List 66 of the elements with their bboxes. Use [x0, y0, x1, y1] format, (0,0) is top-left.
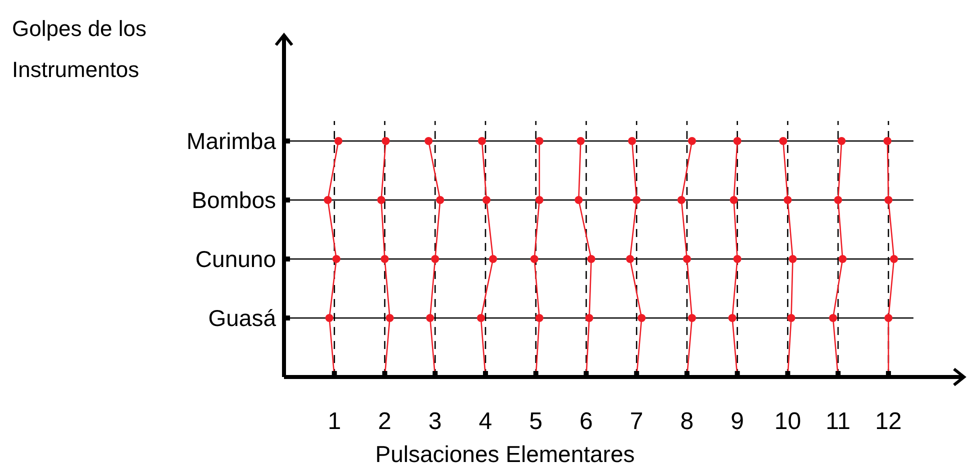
- x-axis-title: Pulsaciones Elementares: [375, 441, 635, 467]
- point: [431, 255, 440, 263]
- y-axis-title: Golpes de los Instrumentos: [12, 16, 147, 82]
- point: [585, 314, 594, 322]
- point: [884, 314, 892, 322]
- point: [386, 314, 394, 322]
- x-tick-label: 4: [478, 408, 492, 435]
- point: [733, 137, 742, 145]
- x-tick-label: 9: [730, 408, 744, 435]
- point: [632, 196, 641, 204]
- point: [535, 196, 544, 204]
- x-tick-label: 2: [378, 408, 392, 435]
- point: [829, 314, 838, 322]
- point: [476, 314, 485, 322]
- point: [489, 255, 498, 263]
- point: [682, 255, 691, 263]
- point: [530, 255, 538, 263]
- y-tick-label: Cununo: [195, 246, 276, 272]
- point: [332, 255, 340, 263]
- point: [838, 255, 847, 263]
- point: [834, 196, 842, 204]
- x-tick-label: 6: [580, 408, 593, 435]
- point: [436, 196, 444, 204]
- point: [426, 314, 434, 322]
- point: [382, 137, 390, 145]
- point: [677, 196, 686, 204]
- point: [638, 314, 646, 322]
- x-tick-label: 1: [328, 408, 342, 435]
- point: [482, 196, 490, 204]
- point: [890, 255, 898, 263]
- x-tick-label: 11: [826, 408, 851, 435]
- point: [324, 196, 332, 204]
- point: [883, 137, 892, 145]
- point: [535, 137, 544, 145]
- point: [424, 137, 433, 145]
- point: [733, 255, 742, 263]
- point: [626, 255, 634, 263]
- y-tick-label: Marimba: [186, 128, 276, 154]
- point: [334, 137, 342, 145]
- point: [377, 196, 386, 204]
- point: [779, 137, 788, 145]
- y-tick-label: Bombos: [192, 187, 276, 213]
- point: [688, 314, 696, 322]
- point: [576, 137, 585, 145]
- point: [730, 196, 738, 204]
- x-tick-label: 7: [630, 408, 644, 435]
- point: [587, 255, 596, 263]
- x-tick-label: 5: [529, 408, 543, 435]
- point: [838, 137, 846, 145]
- y-tick-label: Guasá: [208, 305, 276, 331]
- point: [688, 137, 696, 145]
- point: [325, 314, 334, 322]
- point: [784, 196, 792, 204]
- point: [788, 255, 797, 263]
- point: [728, 314, 736, 322]
- x-tick-label: 12: [875, 408, 902, 435]
- x-tick-label: 3: [428, 408, 442, 435]
- point: [628, 137, 636, 145]
- point: [380, 255, 389, 263]
- x-tick-label: 8: [680, 408, 694, 435]
- point: [535, 314, 544, 322]
- point: [478, 137, 486, 145]
- x-tick-label: 10: [774, 408, 802, 435]
- point: [574, 196, 583, 204]
- point: [884, 196, 892, 204]
- point: [787, 314, 796, 322]
